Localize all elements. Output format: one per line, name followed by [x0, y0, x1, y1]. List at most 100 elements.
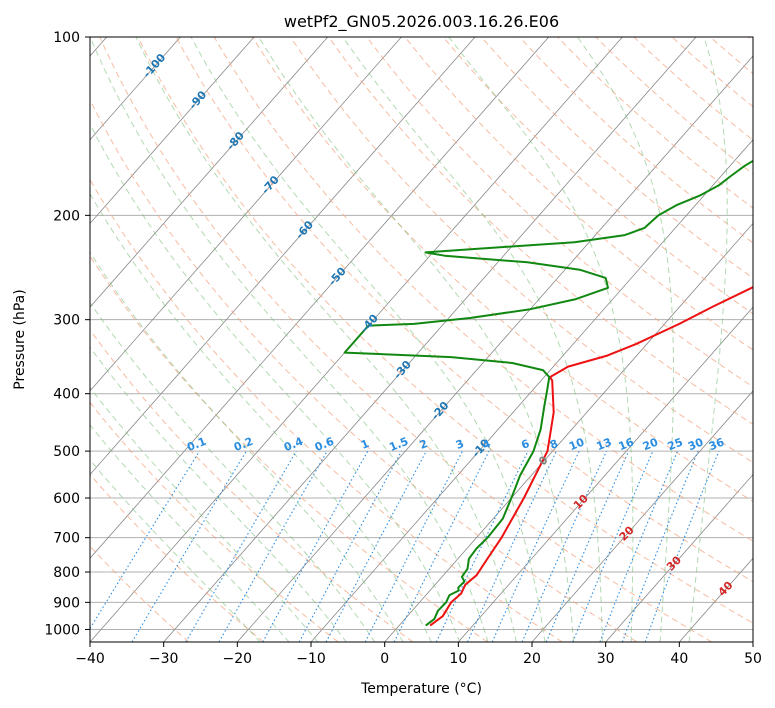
dry-adiabat	[213, 37, 753, 542]
dry-adiabat	[99, 37, 712, 642]
isotherm-line	[605, 473, 753, 642]
moist-adiabat	[577, 37, 674, 642]
dry-adiabat	[251, 37, 753, 503]
y-tick-label: 800	[53, 565, 80, 581]
x-tick-label: 40	[670, 651, 688, 667]
moist-adiabat	[448, 37, 634, 642]
moist-adiabat	[135, 37, 517, 642]
dry-adiabat	[328, 37, 753, 425]
mixing-ratio-label: 6	[519, 437, 531, 452]
mixing-ratio-line	[621, 450, 699, 642]
moist-adiabat	[342, 37, 603, 642]
mixing-ratio-line	[185, 450, 297, 642]
dry-adiabat	[442, 37, 753, 315]
dry-adiabat	[90, 178, 563, 642]
mixing-ratio-label: 3	[454, 437, 466, 452]
dry-adiabat	[90, 255, 488, 642]
isotherm-line	[458, 306, 753, 642]
moist-adiabat	[258, 37, 575, 642]
mixing-ratio-line	[393, 450, 490, 642]
y-tick-label: 200	[53, 208, 80, 224]
mixing-ratio-line	[572, 450, 654, 642]
mixing-ratio-line	[545, 450, 630, 642]
dewpoint-profile-line	[343, 159, 753, 627]
mixing-ratio-line	[599, 450, 679, 642]
x-tick-label: 30	[597, 651, 615, 667]
mixing-ratio-line	[298, 450, 402, 642]
mixing-ratio-label: 1	[359, 437, 371, 452]
x-tick-label: 20	[523, 651, 541, 667]
dry-adiabat	[709, 37, 753, 75]
plot-frame	[89, 36, 754, 643]
moist-adiabat	[90, 37, 489, 642]
isotherm-line	[90, 37, 329, 308]
isotherm-line	[90, 37, 476, 476]
mixing-ratio-line	[218, 450, 328, 642]
x-tick-label: 10	[449, 651, 467, 667]
x-tick-label: −30	[149, 651, 179, 667]
isotherm-line	[90, 37, 181, 141]
dry-adiabat	[137, 37, 753, 624]
mixing-ratio-label: 25	[666, 436, 685, 454]
dry-adiabat	[366, 37, 753, 388]
y-tick-label: 700	[53, 531, 80, 547]
mixing-ratio-line	[131, 450, 247, 642]
x-tick-label: −20	[223, 651, 253, 667]
moist-adiabat	[90, 459, 261, 642]
x-tick-label: 50	[744, 651, 762, 667]
mixing-ratio-line	[491, 450, 580, 642]
mixing-ratio-line	[466, 450, 557, 642]
moist-adiabat	[90, 123, 461, 642]
mixing-ratio-label: 16	[617, 435, 636, 453]
isotherm-line	[752, 641, 753, 642]
isotherm-line	[237, 55, 753, 642]
dry-adiabat	[290, 37, 753, 464]
dry-adiabat	[90, 473, 264, 642]
mixing-ratio-label: 2	[418, 437, 430, 452]
dry-adiabat	[748, 37, 753, 42]
dry-adiabat	[671, 37, 753, 108]
mixing-ratio-label: 10	[567, 435, 586, 453]
y-tick-label: 400	[53, 387, 80, 403]
mixing-ratio-label: 13	[595, 436, 614, 454]
isotherm-line	[163, 37, 697, 642]
isotherm-line	[90, 37, 255, 225]
y-tick-label: 500	[53, 444, 80, 460]
moist-adiabat	[90, 386, 319, 642]
x-tick-label: 0	[380, 651, 389, 667]
dry-adiabat	[633, 37, 753, 141]
y-tick-label: 1000	[44, 622, 80, 638]
moist-adiabat	[90, 424, 290, 642]
isotherm-line	[531, 390, 753, 642]
mixing-ratio-label: 30	[686, 435, 705, 453]
chart-title: wetPf2_GN05.2026.003.16.26.E06	[284, 12, 559, 32]
dry-adiabat	[595, 37, 753, 175]
y-tick-label: 300	[53, 313, 80, 329]
mixing-ratio-line	[325, 450, 427, 642]
moist-adiabat	[90, 346, 347, 642]
y-axis-label: Pressure (hPa)	[12, 289, 28, 389]
moist-adiabat	[190, 37, 546, 642]
isotherm-line	[384, 222, 753, 642]
isotherm-line	[90, 37, 550, 559]
mixing-ratio-label: 20	[641, 435, 660, 453]
dry-adiabat	[404, 37, 753, 351]
mixing-ratio-line	[435, 450, 529, 642]
y-tick-label: 900	[53, 595, 80, 611]
dry-adiabat	[480, 37, 753, 279]
mixing-ratio-line	[262, 450, 369, 642]
dry-adiabat	[90, 545, 190, 642]
temperature-profile-line	[429, 286, 753, 627]
mixing-ratio-line	[90, 450, 200, 630]
isotherm-line	[90, 37, 402, 392]
dry-adiabat	[90, 329, 414, 642]
moist-adiabat	[90, 192, 432, 642]
dry-adiabat	[90, 401, 339, 642]
isotherm-line	[679, 557, 753, 642]
moist-adiabat	[90, 251, 404, 642]
mixing-ratio-label: 36	[707, 435, 726, 453]
dry-adiabat	[90, 98, 638, 642]
dry-adiabat	[175, 37, 753, 583]
mixing-ratio-label: 8	[548, 437, 560, 452]
